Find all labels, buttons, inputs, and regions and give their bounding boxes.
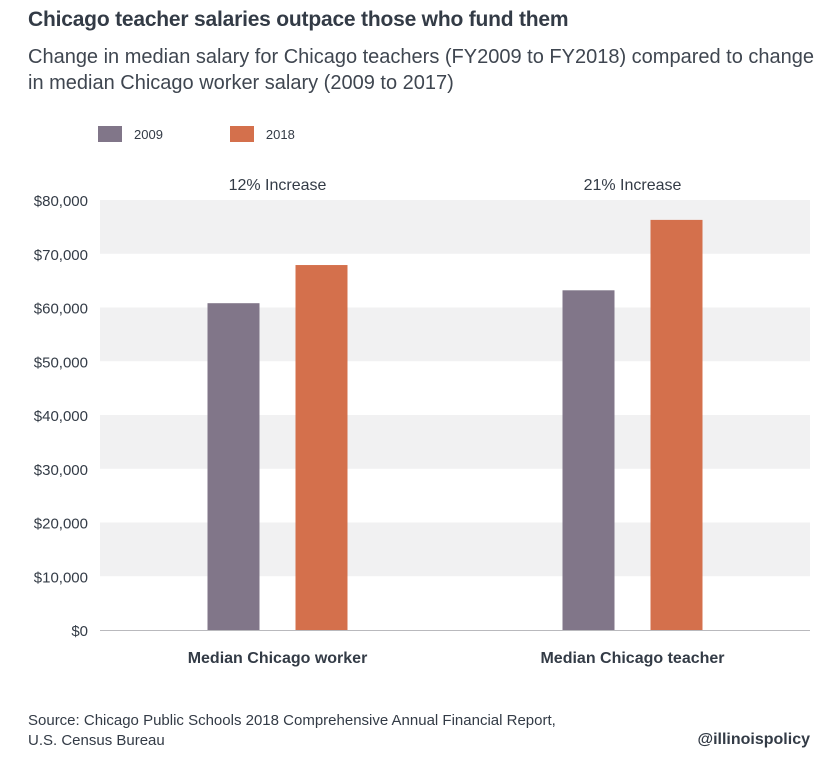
legend-label-2009: 2009 — [134, 126, 163, 142]
credit-handle: @illinoispolicy — [697, 731, 810, 748]
y-tick-label: $0 — [71, 623, 88, 640]
bar-chart: $0 $10,000 $20,000 $30,000 $40,000 $50,000 $60… — [34, 177, 810, 667]
y-tick-label: $50,000 — [34, 354, 88, 371]
chart-subtitle: Change in median salary for Chicago teac… — [28, 46, 815, 94]
legend-item-2018: 2018 — [229, 126, 295, 142]
legend: 2009 2018 — [98, 126, 327, 142]
legend-swatch-2009 — [98, 126, 122, 142]
y-tick-label: $80,000 — [34, 193, 88, 210]
source-line-1: Source: Chicago Public Schools 2018 Comp… — [28, 712, 556, 729]
bar-2018-worker — [295, 265, 348, 630]
y-tick-label: $30,000 — [34, 462, 88, 479]
source-line-2: U.S. Census Bureau — [28, 732, 165, 749]
grid-band — [100, 307, 810, 362]
y-tick-label: $60,000 — [34, 301, 88, 318]
legend-swatch-2018 — [229, 126, 254, 142]
legend-label-2018: 2018 — [265, 126, 295, 142]
source-note: Source: Chicago Public Schools 2018 Comp… — [28, 711, 556, 751]
chart-title: Chicago teacher salaries outpace those w… — [28, 8, 569, 31]
group-annotation: 21% Increase — [584, 177, 682, 194]
grid-band — [100, 415, 810, 469]
y-tick-label: $10,000 — [34, 569, 88, 586]
x-tick-label: Median Chicago teacher — [540, 650, 724, 667]
legend-item-2009: 2009 — [98, 126, 198, 142]
grid-band — [100, 522, 810, 577]
bar-2018-teacher — [650, 219, 703, 630]
grid-band — [100, 200, 810, 254]
bar-2009-teacher — [562, 290, 615, 630]
group-annotation: 12% Increase — [229, 177, 327, 194]
y-tick-label: $40,000 — [34, 408, 88, 425]
bar-2009-worker — [207, 303, 260, 630]
y-tick-label: $20,000 — [34, 516, 88, 533]
y-tick-label: $70,000 — [34, 247, 88, 264]
x-tick-label: Median Chicago worker — [188, 650, 368, 667]
